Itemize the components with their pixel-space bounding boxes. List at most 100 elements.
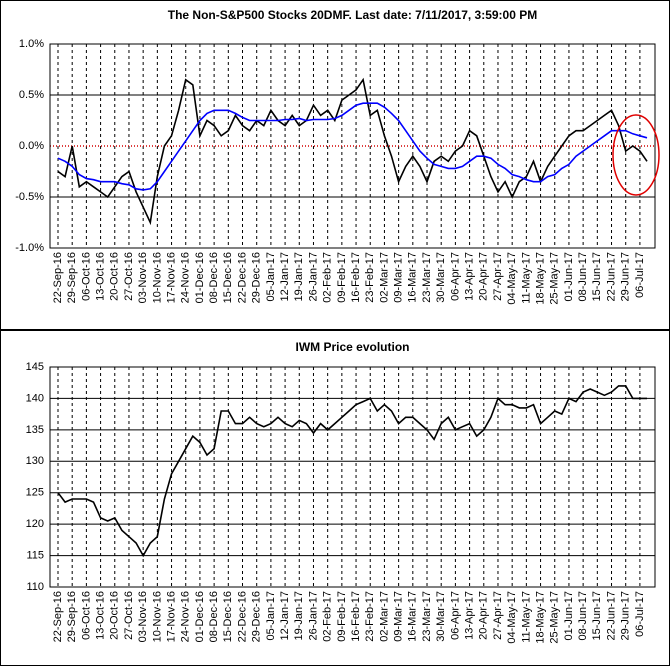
y-tick-label: 120 xyxy=(26,518,44,530)
y-tick-label: 135 xyxy=(26,424,44,436)
x-tick-label: 06-Jul-17 xyxy=(634,591,646,637)
x-tick-label: 10-Nov-16 xyxy=(151,591,163,642)
x-tick-label: 29-Dec-16 xyxy=(251,252,263,303)
x-tick-label: 22-Dec-16 xyxy=(236,591,248,642)
x-tick-label: 11-May-17 xyxy=(520,591,532,643)
x-tick-label: 12-Jan-17 xyxy=(279,252,291,302)
x-tick-label: 22-Jun-17 xyxy=(605,591,617,641)
x-tick-label: 06-Oct-16 xyxy=(80,252,92,301)
y-tick-label: 145 xyxy=(26,361,44,373)
x-tick-label: 06-Oct-16 xyxy=(80,591,92,640)
y-tick-label: 140 xyxy=(26,392,44,404)
x-tick-label: 09-Feb-17 xyxy=(336,591,348,642)
x-tick-label: 17-Nov-16 xyxy=(165,252,177,303)
x-tick-label: 23-Feb-17 xyxy=(364,591,376,642)
x-tick-label: 29-Dec-16 xyxy=(251,591,263,642)
x-tick-label: 24-Nov-16 xyxy=(180,252,192,303)
x-tick-label: 10-Nov-16 xyxy=(151,252,163,303)
x-tick-label: 13-Oct-16 xyxy=(94,252,106,301)
x-tick-label: 25-May-17 xyxy=(549,252,561,305)
plot-frame xyxy=(49,366,656,588)
x-tick-label: 30-Mar-17 xyxy=(435,252,447,303)
x-tick-label: 17-Nov-16 xyxy=(165,591,177,642)
chart-title: IWM Price evolution xyxy=(295,340,409,354)
x-tick-label: 08-Jun-17 xyxy=(577,252,589,302)
y-tick-label: 130 xyxy=(26,455,44,467)
y-tick-label: -1.0% xyxy=(15,242,44,254)
x-tick-label: 01-Dec-16 xyxy=(194,252,206,303)
x-tick-label: 20-Oct-16 xyxy=(109,591,121,640)
series-line xyxy=(57,385,647,558)
x-tick-label: 12-Jan-17 xyxy=(279,591,291,641)
y-tick-label: 110 xyxy=(26,581,44,593)
x-tick-label: 16-Feb-17 xyxy=(350,591,362,642)
x-tick-label: 22-Dec-16 xyxy=(236,252,248,303)
x-tick-label: 20-Apr-17 xyxy=(478,591,490,640)
x-tick-label: 05-Jan-17 xyxy=(265,591,277,641)
x-tick-label: 19-Jan-17 xyxy=(293,591,305,641)
y-tick-label: 0.5% xyxy=(19,89,44,101)
x-tick-label: 27-Oct-16 xyxy=(123,591,135,640)
x-tick-label: 25-May-17 xyxy=(549,591,561,644)
y-tick-label: 125 xyxy=(26,487,44,499)
x-tick-label: 11-May-17 xyxy=(520,252,532,304)
x-tick-label: 15-Jun-17 xyxy=(591,252,603,302)
x-tick-label: 09-Mar-17 xyxy=(393,591,405,642)
x-tick-label: 29-Jun-17 xyxy=(620,591,632,641)
x-tick-label: 16-Mar-17 xyxy=(407,591,419,642)
x-tick-label: 03-Nov-16 xyxy=(137,591,149,642)
x-tick-label: 06-Apr-17 xyxy=(449,591,461,640)
x-tick-label: 08-Jun-17 xyxy=(577,591,589,641)
x-tick-label: 29-Jun-17 xyxy=(620,252,632,302)
y-tick-label: 1.0% xyxy=(19,38,44,50)
x-tick-label: 15-Dec-16 xyxy=(222,591,234,642)
x-tick-label: 26-Jan-17 xyxy=(307,252,319,302)
x-tick-label: 02-Mar-17 xyxy=(378,591,390,642)
x-tick-label: 27-Oct-16 xyxy=(123,252,135,301)
series-line xyxy=(57,102,648,191)
series-line xyxy=(57,77,648,226)
x-tick-label: 06-Jul-17 xyxy=(634,252,646,298)
x-tick-label: 01-Jun-17 xyxy=(563,591,575,641)
x-tick-label: 24-Nov-16 xyxy=(180,591,192,642)
x-tick-label: 23-Feb-17 xyxy=(364,252,376,303)
x-tick-label: 23-Mar-17 xyxy=(421,252,433,303)
x-tick-label: 22-Sep-16 xyxy=(52,591,64,642)
x-tick-label: 19-Jan-17 xyxy=(293,252,305,302)
x-tick-label: 27-Apr-17 xyxy=(492,252,504,301)
x-tick-label: 15-Jun-17 xyxy=(591,591,603,641)
y-tick-label: 0.0% xyxy=(19,140,44,152)
x-tick-label: 13-Apr-17 xyxy=(463,591,475,640)
x-tick-label: 16-Mar-17 xyxy=(407,252,419,303)
highlight-ellipse xyxy=(612,114,660,196)
x-tick-label: 09-Feb-17 xyxy=(336,252,348,303)
x-tick-label: 27-Apr-17 xyxy=(492,591,504,640)
chart-title: The Non-S&P500 Stocks 20DMF. Last date: … xyxy=(168,8,537,22)
x-tick-label: 30-Mar-17 xyxy=(435,591,447,642)
y-tick-label: 115 xyxy=(26,549,44,561)
x-tick-label: 02-Feb-17 xyxy=(322,591,334,642)
x-tick-label: 13-Oct-16 xyxy=(94,591,106,640)
x-tick-label: 23-Mar-17 xyxy=(421,591,433,642)
x-tick-label: 05-Jan-17 xyxy=(265,252,277,302)
panel-border xyxy=(0,0,670,330)
x-tick-label: 20-Apr-17 xyxy=(478,252,490,301)
x-tick-label: 16-Feb-17 xyxy=(350,252,362,303)
x-tick-label: 29-Sep-16 xyxy=(66,252,78,303)
x-tick-label: 15-Dec-16 xyxy=(222,252,234,303)
x-tick-label: 22-Jun-17 xyxy=(605,252,617,302)
x-tick-label: 02-Feb-17 xyxy=(322,252,334,303)
x-tick-label: 09-Mar-17 xyxy=(393,252,405,303)
x-tick-label: 01-Dec-16 xyxy=(194,591,206,642)
x-tick-label: 26-Jan-17 xyxy=(307,591,319,641)
x-tick-label: 08-Dec-16 xyxy=(208,252,220,303)
x-tick-label: 08-Dec-16 xyxy=(208,591,220,642)
x-tick-label: 29-Sep-16 xyxy=(66,591,78,642)
x-tick-label: 04-May-17 xyxy=(506,252,518,305)
x-tick-label: 22-Sep-16 xyxy=(52,252,64,303)
panel-border xyxy=(0,330,670,666)
x-tick-label: 06-Apr-17 xyxy=(449,252,461,301)
plot-frame xyxy=(49,43,656,249)
